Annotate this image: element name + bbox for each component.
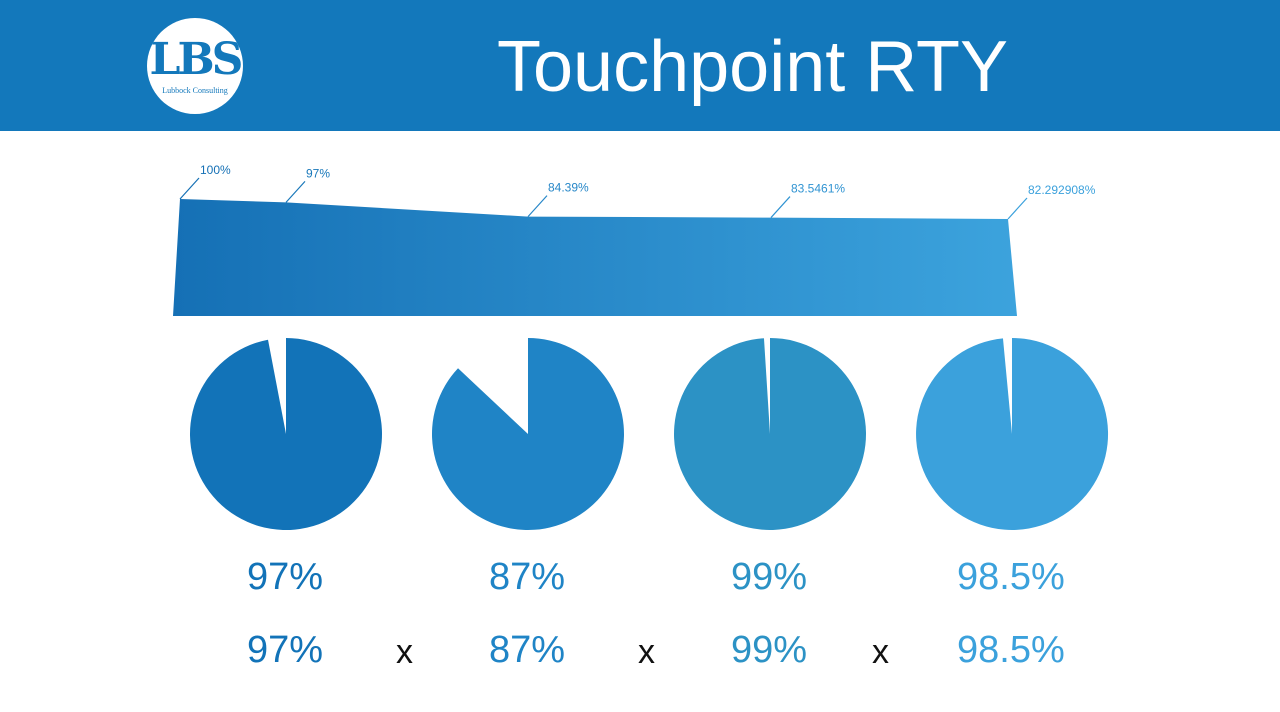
- logo-mark: LBS: [149, 34, 243, 85]
- pie-4-value: 98.5%: [957, 556, 1065, 598]
- pie-slice-2: [431, 338, 624, 530]
- formula-term-4: 98.5%: [957, 629, 1065, 671]
- pie-1-value: 97%: [247, 556, 324, 598]
- area-data-label: 84.39%: [548, 181, 589, 195]
- rty-chart: 100% 97% 84.39% 83.5461% 82.292908%: [173, 163, 1109, 531]
- multiply-sign-2: x: [638, 633, 655, 671]
- pie-slice-4: [916, 337, 1109, 530]
- pie-2-value: 87%: [489, 556, 566, 598]
- logo-subtext: Lubbock Consulting: [162, 86, 228, 95]
- pie-slice-3: [674, 338, 867, 531]
- area-callout-line: [1007, 197, 1028, 220]
- rty-area: [173, 199, 1017, 316]
- area-callout-line: [527, 195, 548, 218]
- area-callout-line: [770, 196, 791, 218]
- formula-term-1: 97%: [247, 629, 324, 671]
- pie-slice-1: [189, 338, 382, 531]
- area-data-label: 83.5461%: [791, 182, 845, 196]
- formula-term-3: 99%: [731, 629, 808, 671]
- area-callout-line: [179, 177, 200, 200]
- area-data-label: 82.292908%: [1028, 183, 1096, 197]
- page-title: Touchpoint RTY: [497, 27, 1008, 107]
- formula-term-2: 87%: [489, 629, 566, 671]
- area-data-label: 97%: [306, 166, 330, 180]
- area-callout-line: [285, 180, 306, 203]
- area-data-label: 100%: [200, 163, 231, 177]
- pie-3-value: 99%: [731, 556, 808, 598]
- multiply-sign-3: x: [872, 633, 889, 671]
- company-logo: LBS Lubbock Consulting: [147, 18, 243, 114]
- multiply-sign-1: x: [396, 633, 413, 671]
- header-bar: LBS Lubbock Consulting Touchpoint RTY: [0, 0, 1280, 131]
